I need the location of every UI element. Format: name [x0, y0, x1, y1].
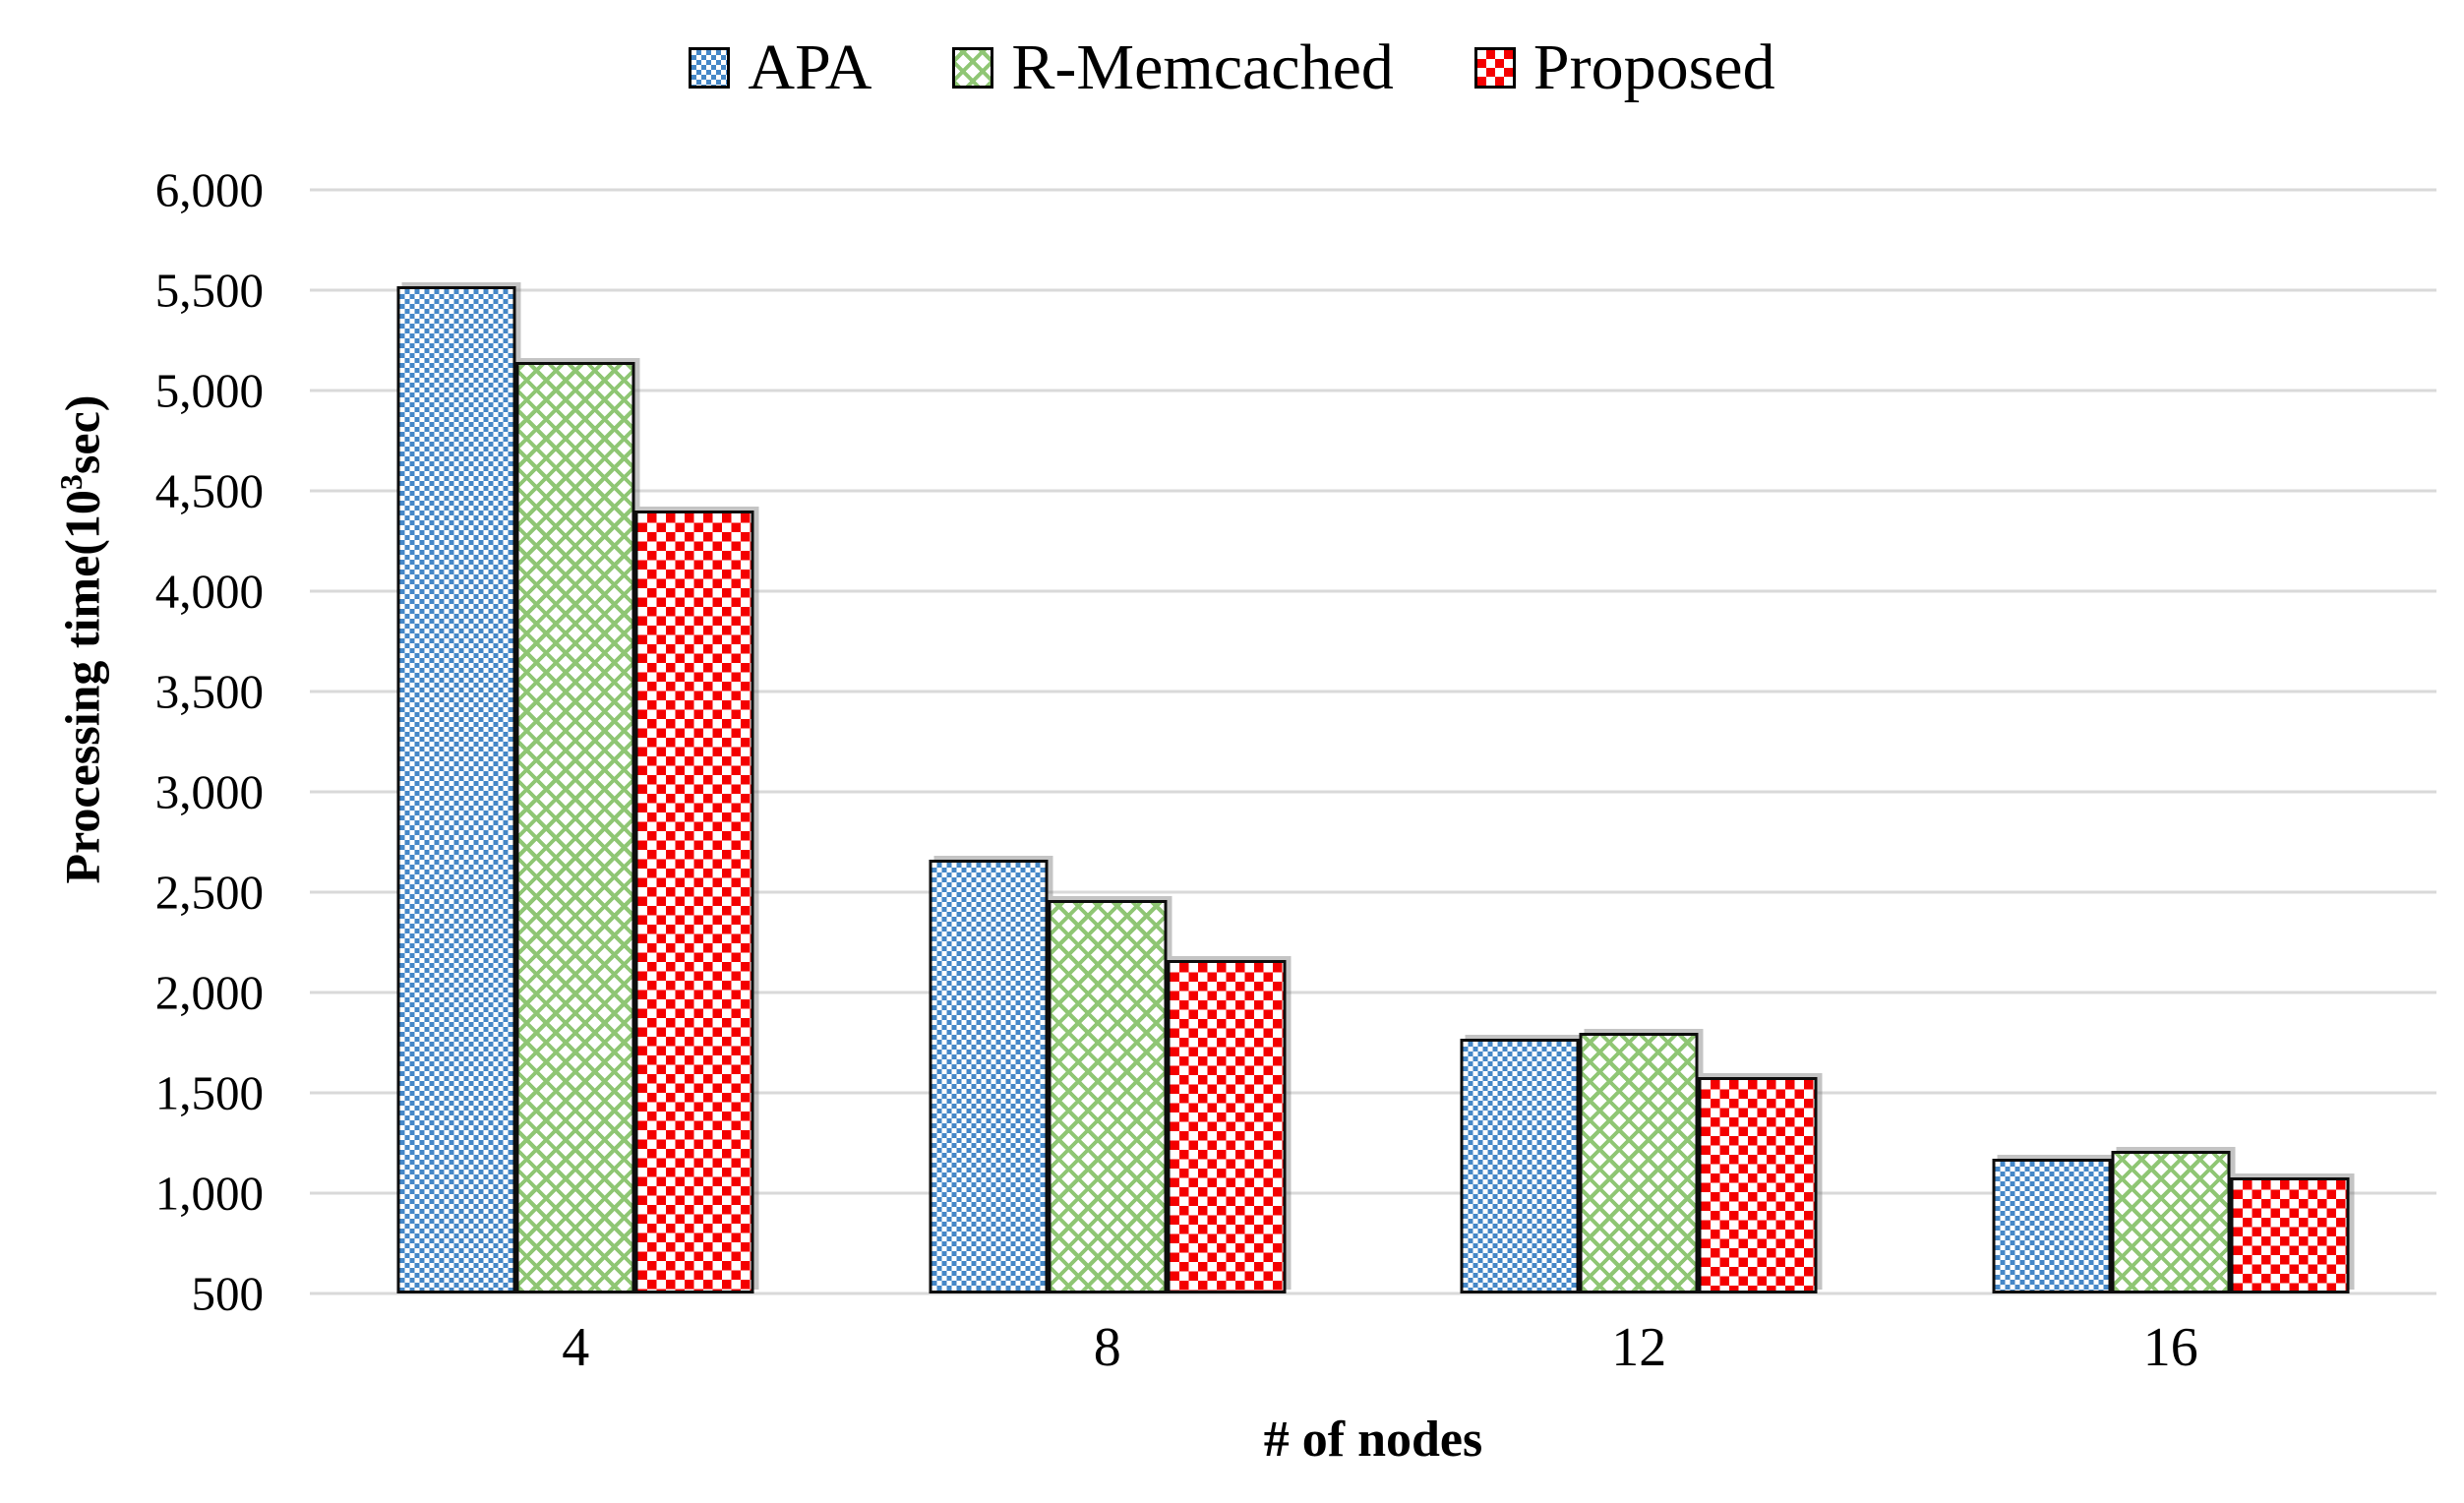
- gridline-2500: [310, 890, 2436, 894]
- legend: APA R-Memcached Proposed: [0, 35, 2464, 100]
- bar-apa-8-nodes: [929, 860, 1049, 1293]
- legend-label-apa: APA: [748, 31, 872, 103]
- x-axis-title: # of nodes: [1263, 1412, 1483, 1468]
- gridline-4000: [310, 589, 2436, 593]
- gridline-4500: [310, 489, 2436, 493]
- y-tick-label-5000: 5,000: [154, 363, 264, 418]
- bar-rmem-16-nodes: [2111, 1151, 2231, 1293]
- y-tick-label-4000: 4,000: [154, 564, 264, 619]
- legend-swatch-blue-dot-pattern: [689, 47, 731, 89]
- bar-apa-16-nodes: [1992, 1159, 2112, 1293]
- x-tick-label-8: 8: [1093, 1317, 1121, 1378]
- bar-group-16-nodes: [1992, 190, 2350, 1293]
- y-tick-label-6000: 6,000: [154, 162, 264, 217]
- plot-area: [310, 188, 2436, 1295]
- y-tick-label-3000: 3,000: [154, 764, 264, 819]
- bar-group-4-nodes: [396, 190, 754, 1293]
- gridline-3500: [310, 690, 2436, 693]
- legend-item-r-memcached: R-Memcached: [952, 35, 1394, 100]
- y-tick-label-2000: 2,000: [154, 965, 264, 1020]
- y-tick-label-5500: 5,500: [154, 263, 264, 318]
- legend-label-proposed: Proposed: [1532, 31, 1775, 103]
- bar-prop-8-nodes: [1167, 960, 1287, 1293]
- gridline-5000: [310, 389, 2436, 392]
- bar-prop-4-nodes: [634, 511, 754, 1293]
- bar-apa-4-nodes: [396, 285, 516, 1293]
- bar-group-8-nodes: [929, 190, 1287, 1293]
- bar-apa-12-nodes: [1460, 1038, 1580, 1293]
- y-tick-label-3500: 3,500: [154, 664, 264, 719]
- gridline-500: [310, 1292, 2436, 1295]
- legend-item-proposed: Proposed: [1473, 31, 1775, 103]
- bar-prop-12-nodes: [1698, 1076, 1818, 1293]
- gridline-3000: [310, 790, 2436, 794]
- bar-group-12-nodes: [1460, 190, 1818, 1293]
- gridline-2000: [310, 991, 2436, 994]
- y-axis-tick-labels: 6,000 5,500 5,000 4,500 4,000 3,500 3,000 2,500…: [0, 166, 277, 1318]
- y-tick-label-500: 500: [191, 1266, 265, 1321]
- legend-label-r-memcached: R-Memcached: [1011, 31, 1394, 103]
- x-tick-label-4: 4: [562, 1317, 590, 1378]
- x-axis-tick-labels: 4 8 12 16: [310, 1320, 2436, 1375]
- legend-item-apa: APA: [689, 35, 871, 100]
- y-tick-label-4500: 4,500: [154, 463, 264, 518]
- x-tick-label-12: 12: [1611, 1317, 1667, 1378]
- gridline-1000: [310, 1191, 2436, 1195]
- gridline-1500: [310, 1091, 2436, 1095]
- bar-rmem-8-nodes: [1048, 900, 1168, 1293]
- bar-prop-16-nodes: [2230, 1176, 2350, 1293]
- gridline-5500: [310, 288, 2436, 292]
- gridline-6000: [310, 188, 2436, 192]
- bar-rmem-4-nodes: [515, 362, 635, 1293]
- bar-rmem-12-nodes: [1579, 1032, 1699, 1293]
- legend-swatch-green-hatch-pattern: [952, 47, 994, 89]
- x-tick-label-16: 16: [2142, 1317, 2198, 1378]
- y-tick-label-2500: 2,500: [154, 865, 264, 920]
- y-tick-label-1500: 1,500: [154, 1065, 264, 1120]
- legend-swatch-red-check-pattern: [1473, 47, 1516, 89]
- y-tick-label-1000: 1,000: [154, 1166, 264, 1221]
